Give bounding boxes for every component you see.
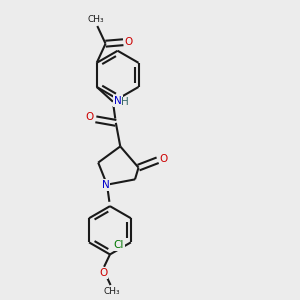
Text: Cl: Cl xyxy=(113,240,124,250)
Text: N: N xyxy=(102,180,110,190)
Text: CH₃: CH₃ xyxy=(88,15,104,24)
Text: H: H xyxy=(121,97,129,107)
Text: O: O xyxy=(99,268,108,278)
Text: O: O xyxy=(159,154,168,164)
Text: N: N xyxy=(114,96,122,106)
Text: O: O xyxy=(86,112,94,122)
Text: CH₃: CH₃ xyxy=(104,287,120,296)
Text: O: O xyxy=(124,37,133,47)
